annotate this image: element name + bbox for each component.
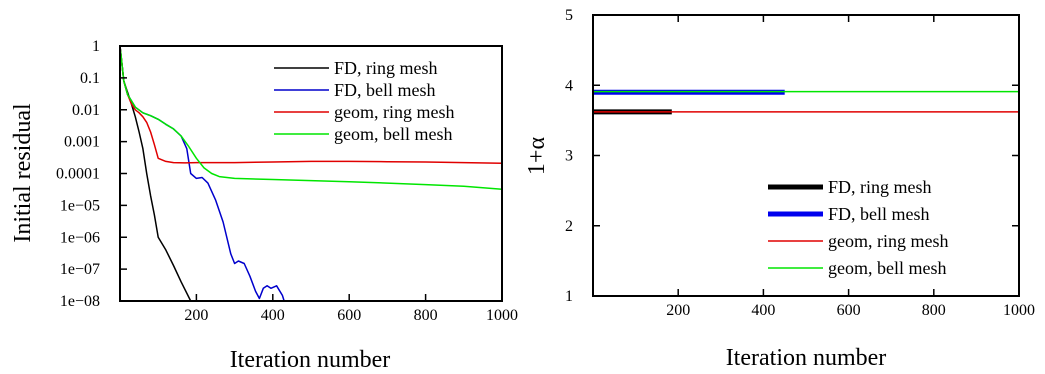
y-tick-label: 1 <box>92 38 100 55</box>
y-tick-label: 4 <box>565 77 573 94</box>
legend-entry: FD, bell mesh <box>334 80 436 100</box>
series-line-geom-ring-mesh <box>120 46 502 164</box>
plot-frame <box>119 45 503 302</box>
x-tick-label: 600 <box>837 302 861 319</box>
x-tick-label: 800 <box>414 307 438 324</box>
legend-entry: geom, ring mesh <box>334 102 454 122</box>
y-axis-label: 1+α <box>524 137 550 176</box>
y-tick-label: 1e−05 <box>60 197 100 214</box>
x-axis-label: Iteration number <box>230 347 391 373</box>
x-tick-label: 200 <box>666 302 690 319</box>
legend-entry: FD, ring mesh <box>828 177 932 197</box>
series-group <box>593 89 1019 115</box>
y-tick-label: 1e−08 <box>60 293 100 310</box>
y-tick-label: 3 <box>565 148 573 165</box>
legend-entry: geom, bell mesh <box>334 124 452 144</box>
x-tick-label: 400 <box>751 302 775 319</box>
plot-frame <box>592 14 1020 297</box>
y-tick-label: 0.001 <box>64 134 100 151</box>
series-line-geom-bell-mesh <box>120 46 502 191</box>
series-line-fd-ring-mesh <box>120 46 192 301</box>
y-axis-label: Initial residual <box>10 103 36 243</box>
y-tick-label: 5 <box>565 7 573 24</box>
series-group <box>120 46 502 301</box>
legend: FD, ring mesh FD, bell mesh geom, ring mes… <box>768 177 948 278</box>
legend-entry: FD, bell mesh <box>828 204 930 224</box>
legend-entry: geom, bell mesh <box>828 258 946 278</box>
y-tick-label: 0.0001 <box>56 166 100 183</box>
chart-2: 200 400 600 800 1000 1 2 3 4 5 Iteration number 1+α… <box>524 7 1035 371</box>
x-tick-label: 600 <box>337 307 361 324</box>
y-tick-label: 1e−06 <box>60 229 100 246</box>
chart-1: 200 400 600 800 1000 1 0.1 0.01 0.001 0.0001 1e−05… <box>10 38 518 373</box>
x-axis-label: Iteration number <box>726 345 887 371</box>
x-tick-label: 400 <box>261 307 285 324</box>
x-tick-label: 1000 <box>486 307 518 324</box>
x-tick-label: 800 <box>922 302 946 319</box>
y-tick-label: 1e−07 <box>60 261 100 278</box>
y-tick-label: 0.1 <box>80 70 100 87</box>
y-tick-label: 0.01 <box>72 102 100 119</box>
legend-entry: geom, ring mesh <box>828 231 948 251</box>
x-tick-label: 200 <box>184 307 208 324</box>
legend-entry: FD, ring mesh <box>334 58 438 78</box>
series-line-fd-bell-mesh <box>120 46 285 301</box>
x-tick-label: 1000 <box>1003 302 1035 319</box>
y-tick-label: 1 <box>565 288 573 305</box>
y-tick-label: 2 <box>565 218 573 235</box>
